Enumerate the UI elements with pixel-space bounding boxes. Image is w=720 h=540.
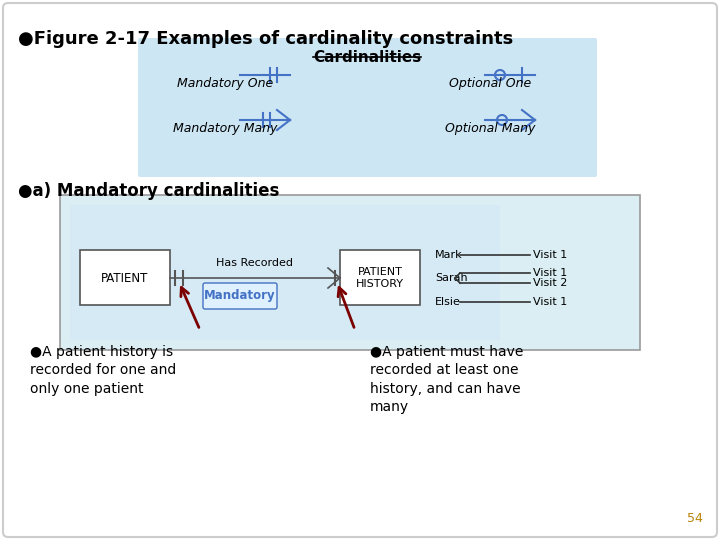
FancyBboxPatch shape: [203, 283, 277, 309]
Text: Sarah: Sarah: [435, 273, 467, 283]
Text: PATIENT
HISTORY: PATIENT HISTORY: [356, 267, 404, 289]
Text: Mandatory One: Mandatory One: [177, 77, 273, 90]
Text: Optional Many: Optional Many: [445, 122, 535, 135]
FancyBboxPatch shape: [138, 38, 597, 177]
Text: Mandatory: Mandatory: [204, 289, 276, 302]
Text: ●a) Mandatory cardinalities: ●a) Mandatory cardinalities: [18, 182, 279, 200]
Text: Mark: Mark: [435, 250, 463, 260]
Text: Visit 1: Visit 1: [533, 250, 567, 260]
Text: Optional One: Optional One: [449, 77, 531, 90]
Text: ●Figure 2-17 Examples of cardinality constraints: ●Figure 2-17 Examples of cardinality con…: [18, 30, 513, 48]
Text: Visit 1: Visit 1: [533, 268, 567, 278]
FancyBboxPatch shape: [340, 250, 420, 305]
Text: Visit 1: Visit 1: [533, 297, 567, 307]
Text: 54: 54: [687, 512, 703, 525]
FancyBboxPatch shape: [60, 195, 640, 350]
Text: ●A patient history is
recorded for one and
only one patient: ●A patient history is recorded for one a…: [30, 345, 176, 396]
Text: ●A patient must have
recorded at least one
history, and can have
many: ●A patient must have recorded at least o…: [370, 345, 523, 414]
Text: Has Recorded: Has Recorded: [217, 258, 294, 268]
Text: Elsie: Elsie: [435, 297, 461, 307]
Text: PATIENT: PATIENT: [102, 272, 149, 285]
Text: Visit 2: Visit 2: [533, 278, 567, 288]
FancyBboxPatch shape: [70, 205, 500, 340]
FancyBboxPatch shape: [3, 3, 717, 537]
FancyBboxPatch shape: [80, 250, 170, 305]
Text: Mandatory Many: Mandatory Many: [173, 122, 277, 135]
Text: Cardinalities: Cardinalities: [313, 50, 421, 65]
